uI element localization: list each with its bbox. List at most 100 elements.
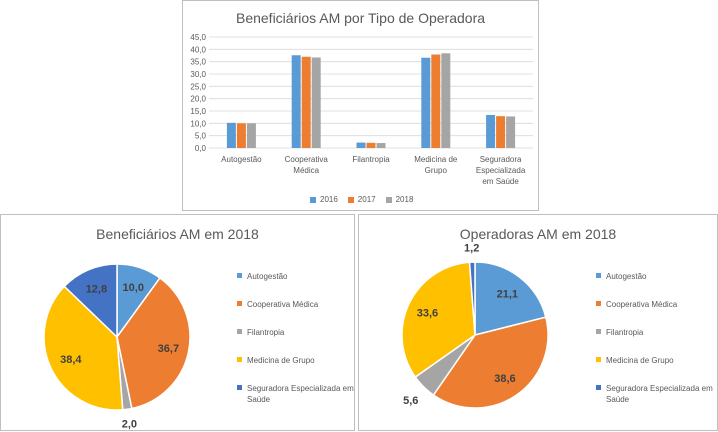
pie-chart-beneficiarios-title: Beneficiários AM em 2018	[96, 226, 259, 242]
y-tick-label: 45,0	[190, 33, 206, 42]
legend-swatch	[237, 329, 242, 334]
legend-swatch	[310, 196, 316, 203]
pie-slice	[474, 261, 547, 336]
legend-label: Autogestão	[247, 272, 288, 281]
data-label: 36,7	[158, 343, 179, 355]
y-tick-label: 40,0	[190, 45, 206, 54]
bar-2017	[301, 56, 311, 148]
pie-chart-operadoras-svg: 21,1 38,6 5,6 33,6 1,2	[401, 242, 549, 409]
bar-2017	[236, 123, 246, 148]
x-tick-label: Medicina de	[414, 155, 458, 164]
data-label: 12,8	[86, 284, 107, 296]
legend-swatch	[385, 196, 392, 203]
legend-label: 2017	[357, 195, 376, 204]
bar-2016	[356, 142, 366, 148]
pie-chart-operadoras-panel: Operadoras AM em 2018 21,1 38,6 5,6 33,6 1,2…	[358, 214, 718, 431]
data-label: 33,6	[417, 308, 438, 320]
legend-label: Autogestão	[606, 272, 647, 281]
data-label: 1,2	[464, 242, 479, 254]
legend-item: Seguradora Especializada em Saúde	[237, 383, 362, 405]
legend-swatch	[237, 385, 242, 390]
legend-item: Autogestão	[596, 271, 718, 282]
y-tick-label: 25,0	[190, 82, 206, 91]
bar-2016	[291, 55, 301, 148]
legend-item: Filantropia	[237, 327, 362, 338]
bar-2017	[366, 142, 376, 148]
legend-item: Cooperativa Médica	[237, 299, 362, 310]
legend-label: Cooperativa Médica	[606, 300, 678, 309]
x-tick-label: Médica	[293, 166, 319, 175]
data-label: 5,6	[403, 395, 418, 407]
legend-swatch	[347, 196, 354, 203]
pie-slice	[401, 261, 476, 379]
pie-slice	[63, 263, 118, 339]
data-label: 2,0	[122, 419, 137, 431]
data-label: 10,0	[123, 282, 144, 294]
bar-2018	[441, 53, 451, 148]
x-tick-label: em Saúde	[482, 177, 519, 186]
legend-swatch	[596, 301, 601, 306]
x-tick-label: Seguradora	[480, 155, 522, 164]
bar-2018	[311, 57, 321, 149]
y-tick-label: 20,0	[190, 95, 206, 104]
legend-label: Medicina de Grupo	[606, 356, 674, 365]
pie-slice	[468, 261, 476, 336]
x-tick-label: Autogestão	[221, 155, 262, 164]
bar-2017	[431, 54, 441, 148]
legend-item: Medicina de Grupo	[237, 355, 362, 366]
bar-2016	[226, 122, 236, 148]
bar-2018	[506, 116, 516, 148]
bar-2016	[486, 114, 496, 148]
x-tick-label: Grupo	[425, 166, 448, 175]
legend-swatch	[237, 273, 242, 278]
legend-swatch	[237, 301, 242, 306]
y-tick-label: 0,0	[195, 144, 207, 153]
y-tick-label: 15,0	[190, 107, 206, 116]
legend-item: 2017	[347, 195, 376, 204]
legend-item: 2018	[385, 195, 414, 204]
x-tick-label: Especializada	[476, 166, 526, 175]
legend-label: Seguradora Especializada em Saúde	[247, 384, 354, 404]
y-tick-label: 35,0	[190, 58, 206, 67]
pie-slice	[116, 276, 191, 410]
legend-item: Medicina de Grupo	[596, 355, 718, 366]
bar-chart-panel: Beneficiários AM por Tipo de Operadora 0…	[182, 0, 539, 211]
legend-swatch	[237, 357, 242, 362]
pie-chart-beneficiarios-panel: Beneficiários AM em 2018 10,0 36,7 2,0 38,4…	[0, 214, 355, 431]
legend-label: 2016	[320, 195, 338, 204]
legend-item: Cooperativa Médica	[596, 299, 718, 310]
legend-label: 2018	[395, 195, 414, 204]
x-tick-label: Cooperativa	[285, 155, 329, 164]
legend-item: Seguradora Especializada em Saúde	[596, 383, 718, 405]
bar-2017	[496, 116, 506, 148]
legend-swatch	[596, 329, 601, 334]
legend-label: Cooperativa Médica	[247, 300, 319, 309]
legend-item: 2016	[310, 195, 338, 204]
bar-2016	[421, 57, 431, 148]
legend-label: Seguradora Especializada em Saúde	[606, 384, 713, 404]
data-label: 21,1	[497, 289, 518, 301]
y-tick-label: 30,0	[190, 70, 206, 79]
x-tick-label: Filantropia	[352, 155, 390, 164]
legend-swatch	[596, 273, 601, 278]
bar-2018	[376, 143, 386, 148]
legend-swatch	[596, 357, 601, 362]
pie-slice	[432, 316, 549, 409]
bar-chart-svg: 0,0 5,0 10,0 15,0 20,0 25,0 30,0 35,0 40,0 45,0 Au…	[190, 33, 533, 186]
y-tick-label: 5,0	[195, 132, 207, 141]
bar-2018	[246, 123, 256, 148]
pie-chart-beneficiarios-svg: 10,0 36,7 2,0 38,4 12,8	[43, 263, 191, 431]
legend-item: Autogestão	[237, 271, 362, 282]
legend-label: Medicina de Grupo	[247, 356, 315, 365]
pie-slice	[43, 285, 124, 411]
data-label: 38,4	[60, 354, 82, 366]
legend-label: Filantropia	[606, 328, 644, 337]
legend-item: Filantropia	[596, 327, 718, 338]
bar-chart-title: Beneficiários AM por Tipo de Operadora	[235, 10, 486, 26]
y-tick-label: 10,0	[190, 119, 206, 128]
legend-label: Filantropia	[247, 328, 285, 337]
data-label: 38,6	[494, 373, 515, 385]
legend-swatch	[596, 385, 601, 390]
bar-chart-legend: 2016 2017 2018	[310, 195, 413, 204]
pie-chart-operadoras-title: Operadoras AM em 2018	[459, 226, 617, 242]
